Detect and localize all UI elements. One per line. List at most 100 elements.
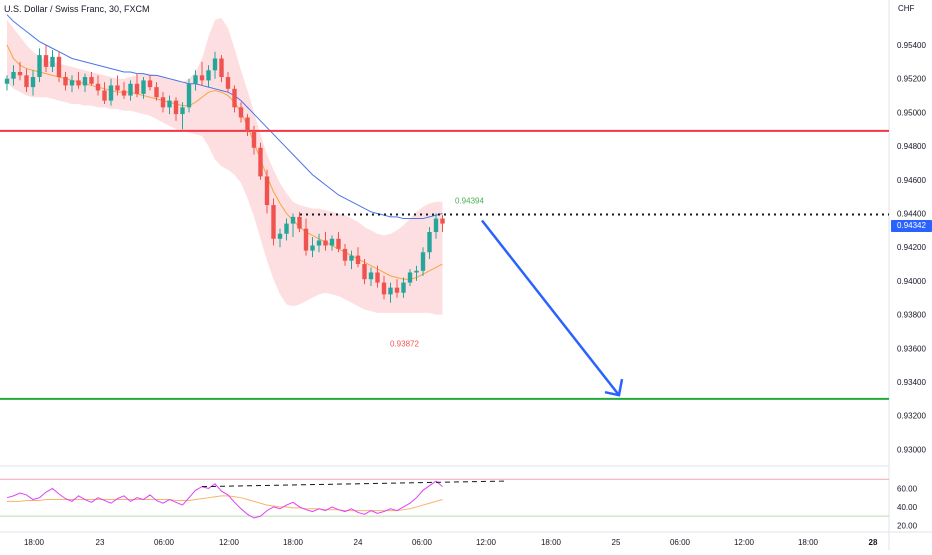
- candle-body: [128, 83, 133, 96]
- candle-body: [167, 100, 172, 108]
- candle-body: [186, 83, 192, 108]
- candle-body: [427, 232, 432, 253]
- candle: [95, 75, 101, 96]
- time-axis-label: 18:00: [283, 538, 304, 547]
- candle: [37, 48, 42, 83]
- candle-body: [108, 85, 114, 101]
- price-axis-label: 0.94000: [897, 277, 926, 286]
- candle-body: [284, 223, 289, 234]
- time-axis-label: 12:00: [734, 538, 755, 547]
- candle-body: [212, 58, 218, 71]
- candle-body: [407, 272, 413, 283]
- candle-body: [154, 87, 159, 98]
- candle-body: [303, 228, 309, 251]
- price-axis-label: 0.95400: [897, 41, 926, 50]
- candle-body: [193, 75, 198, 84]
- candle: [115, 75, 120, 96]
- candle: [368, 267, 374, 286]
- horizontal-levels-layer[interactable]: [0, 129, 889, 400]
- candle-body: [160, 97, 166, 108]
- candle-body: [420, 252, 426, 271]
- time-axis-label: 23: [96, 538, 105, 547]
- rsi-signal-line: [7, 495, 443, 512]
- projection-arrow-line[interactable]: [481, 219, 620, 396]
- candle-body: [89, 77, 94, 84]
- candle: [167, 95, 172, 115]
- candle-body: [11, 71, 16, 79]
- rsi-axis-label: 40.00: [897, 503, 918, 512]
- candle: [388, 282, 393, 303]
- rsi-pane: [0, 478, 889, 519]
- candle-body: [323, 240, 328, 246]
- candle-body: [388, 287, 393, 295]
- candle: [420, 247, 426, 276]
- candle: [401, 277, 406, 298]
- candle-body: [329, 238, 335, 246]
- candle-body: [264, 176, 270, 206]
- candle-body: [50, 56, 55, 67]
- candle-body: [76, 80, 81, 86]
- drawings-layer[interactable]: 0.94394 0.93872: [300, 197, 889, 397]
- candle: [193, 70, 198, 91]
- candle-body: [95, 83, 101, 91]
- time-axis-label: 18:00: [24, 538, 45, 547]
- candle-body: [362, 264, 367, 280]
- time-axis-label: 28: [869, 538, 878, 547]
- projection-arrow-head[interactable]: [604, 378, 624, 397]
- candle-body: [141, 80, 146, 94]
- candle: [219, 55, 224, 83]
- candle-body: [69, 80, 75, 86]
- candle-body: [56, 56, 62, 78]
- candle: [297, 211, 302, 233]
- candle: [69, 75, 75, 93]
- rsi-axis-label: 20.00: [897, 521, 918, 530]
- price-axis-label: 0.94600: [897, 176, 926, 185]
- high-price-label: 0.94394: [455, 197, 484, 206]
- candle-body: [381, 282, 387, 295]
- price-axis-label: 0.95200: [897, 75, 926, 84]
- candle-body: [271, 205, 276, 239]
- candle: [147, 75, 153, 91]
- candle-body: [24, 75, 29, 88]
- time-axis-label: 18:00: [798, 538, 819, 547]
- candle: [284, 218, 289, 241]
- candle-body: [219, 58, 224, 78]
- candle: [154, 82, 159, 101]
- candle: [277, 228, 283, 248]
- candle: [258, 142, 263, 180]
- candle: [56, 51, 62, 83]
- candle: [173, 97, 179, 121]
- candle-body: [147, 80, 153, 88]
- symbol-title[interactable]: U.S. Dollar / Swiss Franc, 30, FXCM: [4, 4, 150, 14]
- candle: [24, 68, 29, 93]
- candle: [381, 275, 387, 300]
- candle: [17, 61, 23, 81]
- candle: [440, 215, 445, 233]
- candle: [121, 82, 127, 99]
- rsi-line: [6, 480, 443, 519]
- price-axis-label: 0.93600: [897, 344, 926, 353]
- candle: [30, 70, 36, 96]
- candle: [128, 80, 133, 101]
- candle: [394, 279, 400, 298]
- price-axis-label: 0.93800: [897, 311, 926, 320]
- candles-layer: [4, 45, 445, 303]
- candle-body: [433, 218, 439, 233]
- candle-body: [355, 255, 361, 265]
- time-axis-label: 25: [612, 538, 621, 547]
- candle: [63, 71, 68, 91]
- price-axis-label: 0.93200: [897, 412, 926, 421]
- candle: [407, 269, 413, 286]
- candle-body: [121, 90, 127, 96]
- candle: [271, 198, 276, 246]
- rsi-divergence-line[interactable]: [201, 480, 506, 488]
- candle: [316, 233, 322, 253]
- candle: [50, 50, 55, 72]
- candle-body: [4, 78, 10, 84]
- candle-body: [180, 107, 185, 115]
- candle-body: [102, 90, 107, 101]
- candle: [362, 258, 367, 285]
- candle: [427, 226, 432, 259]
